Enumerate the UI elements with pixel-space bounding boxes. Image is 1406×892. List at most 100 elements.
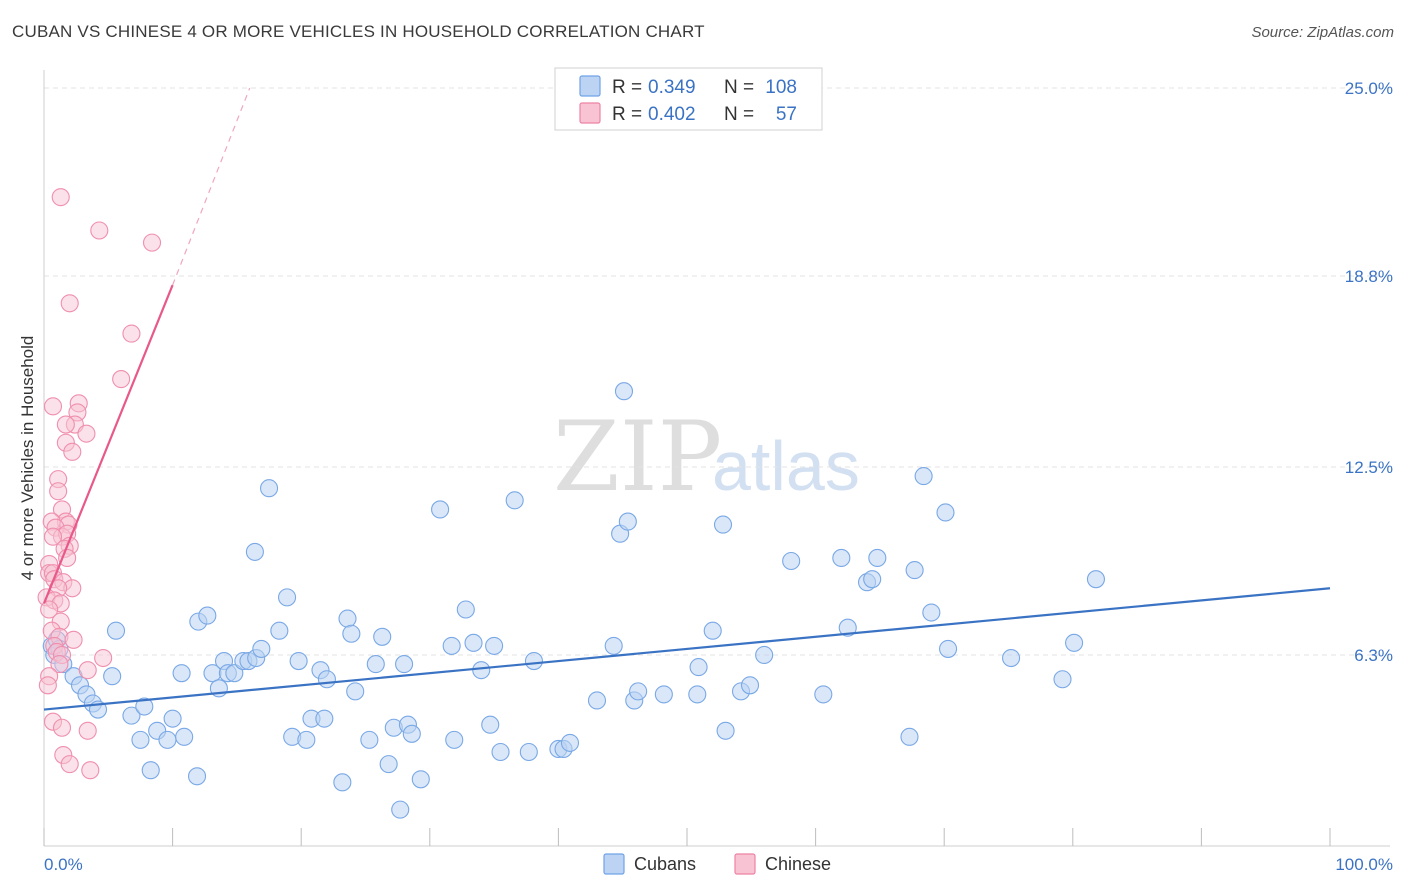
cubans-point-56 — [402, 724, 421, 743]
y-tick-label-0: 6.3% — [1354, 646, 1393, 665]
cubans-point-50 — [373, 627, 392, 646]
cubans-point-61 — [456, 600, 475, 619]
cubans-point-38 — [289, 651, 308, 671]
bottom-legend: Cubans Chinese — [603, 853, 831, 875]
chinese-point-51 — [52, 718, 72, 737]
cubans-point-79 — [629, 682, 648, 701]
chinese-point-54 — [60, 755, 79, 774]
legend-n-label-cubans: N = — [724, 77, 754, 98]
cubans-point-67 — [505, 491, 524, 510]
cubans-point-102 — [1002, 648, 1021, 668]
cubans-point-65 — [485, 636, 504, 655]
cubans-point-33 — [252, 639, 271, 658]
cubans-point-74 — [604, 636, 623, 655]
legend-r-value-cubans: 0.349 — [648, 77, 696, 98]
chart-title: CUBAN VS CHINESE 4 OR MORE VEHICLES IN H… — [12, 22, 705, 41]
cubans-point-20 — [175, 727, 194, 746]
cubans-point-83 — [703, 621, 722, 640]
cubans-point-90 — [814, 685, 833, 704]
cubans-point-88 — [755, 645, 774, 665]
x-tick-label-max: 100.0% — [1335, 855, 1393, 874]
chinese-point-15 — [49, 482, 68, 501]
cubans-point-36 — [278, 588, 297, 607]
chinese-trend-extension — [172, 87, 251, 286]
cubans-trend-line — [43, 587, 1331, 711]
cubans-point-43 — [317, 670, 336, 689]
chinese-point-2 — [142, 233, 162, 252]
cubans-point-35 — [270, 621, 289, 640]
chinese-point-0 — [51, 188, 70, 207]
cubans-point-53 — [391, 800, 410, 819]
cubans-point-39 — [297, 730, 316, 749]
cubans-point-76 — [614, 382, 634, 401]
cubans-point-58 — [431, 500, 450, 519]
cubans-point-100 — [936, 503, 955, 522]
chinese-point-1 — [90, 221, 109, 240]
grid-lines — [44, 87, 1390, 656]
chinese-point-3 — [60, 294, 79, 313]
cubans-point-46 — [342, 624, 361, 643]
cubans-point-89 — [782, 551, 801, 571]
cubans-point-59 — [442, 636, 461, 655]
cubans-point-28 — [225, 664, 244, 683]
cubans-point-11 — [106, 621, 126, 640]
chinese-point-4 — [122, 324, 141, 343]
cubans-point-80 — [654, 685, 673, 704]
cubans-point-104 — [1065, 633, 1084, 652]
axes — [43, 70, 1390, 847]
chinese-points — [37, 188, 162, 780]
cubans-point-42 — [315, 709, 334, 728]
cubans-point-12 — [122, 706, 141, 725]
cubans-point-99 — [922, 603, 941, 622]
legend-n-label-chinese: N = — [724, 104, 754, 125]
chinese-point-47 — [78, 661, 97, 680]
chinese-point-11 — [56, 415, 75, 434]
legend-swatch-cubans — [579, 75, 601, 97]
legend-swatch-chinese — [579, 102, 601, 124]
cubans-point-49 — [366, 655, 385, 674]
cubans-point-68 — [519, 742, 538, 762]
trend-lines — [42, 87, 1331, 711]
cubans-point-21 — [187, 767, 207, 786]
y-axis-label: 4 or more Vehicles in Household — [18, 336, 37, 581]
y-tick-label-1: 12.5% — [1345, 458, 1393, 477]
x-ticks — [43, 828, 1331, 846]
bottom-legend-swatch-chinese — [734, 853, 756, 875]
cubans-point-17 — [158, 730, 177, 749]
cubans-point-15 — [141, 761, 160, 780]
bottom-legend-swatch-cubans — [603, 853, 625, 875]
cubans-point-94 — [863, 570, 882, 589]
cubans-point-63 — [472, 661, 491, 680]
cubans-point-98 — [914, 467, 933, 486]
y-tick-label-3: 25.0% — [1345, 79, 1393, 98]
legend-r-label-cubans: R = — [612, 77, 642, 98]
cubans-point-96 — [900, 727, 919, 746]
chinese-point-55 — [81, 761, 100, 780]
watermark-zip: ZIP — [553, 401, 722, 513]
legend-r-label-chinese: R = — [612, 104, 642, 125]
bottom-legend-label-cubans: Cubans — [634, 854, 696, 874]
cubans-point-72 — [560, 733, 580, 752]
y-tick-labels: 6.3% 12.5% 18.8% 25.0% — [1345, 79, 1393, 665]
cubans-point-48 — [360, 730, 379, 749]
cubans-point-87 — [740, 676, 760, 695]
cubans-point-62 — [464, 633, 483, 652]
chinese-point-37 — [40, 600, 59, 619]
bottom-legend-label-chinese: Chinese — [765, 854, 831, 874]
cubans-point-51 — [379, 755, 398, 774]
cubans-point-34 — [259, 479, 279, 498]
source-label: Source: ZipAtlas.com — [1251, 24, 1394, 41]
watermark-atlas: atlas — [712, 427, 860, 505]
chinese-point-46 — [94, 648, 113, 668]
chinese-point-27 — [58, 548, 77, 568]
cubans-point-77 — [618, 512, 637, 531]
chinese-point-13 — [63, 442, 82, 461]
cubans-point-85 — [716, 721, 735, 740]
chinese-point-5 — [112, 370, 131, 389]
cubans-point-31 — [245, 542, 264, 561]
legend-n-value-chinese: 57 — [776, 104, 797, 125]
cubans-point-73 — [587, 691, 607, 710]
chinese-trend-line — [42, 284, 174, 604]
y-tick-label-2: 18.8% — [1345, 267, 1393, 286]
legend-r-value-chinese: 0.402 — [648, 104, 696, 125]
